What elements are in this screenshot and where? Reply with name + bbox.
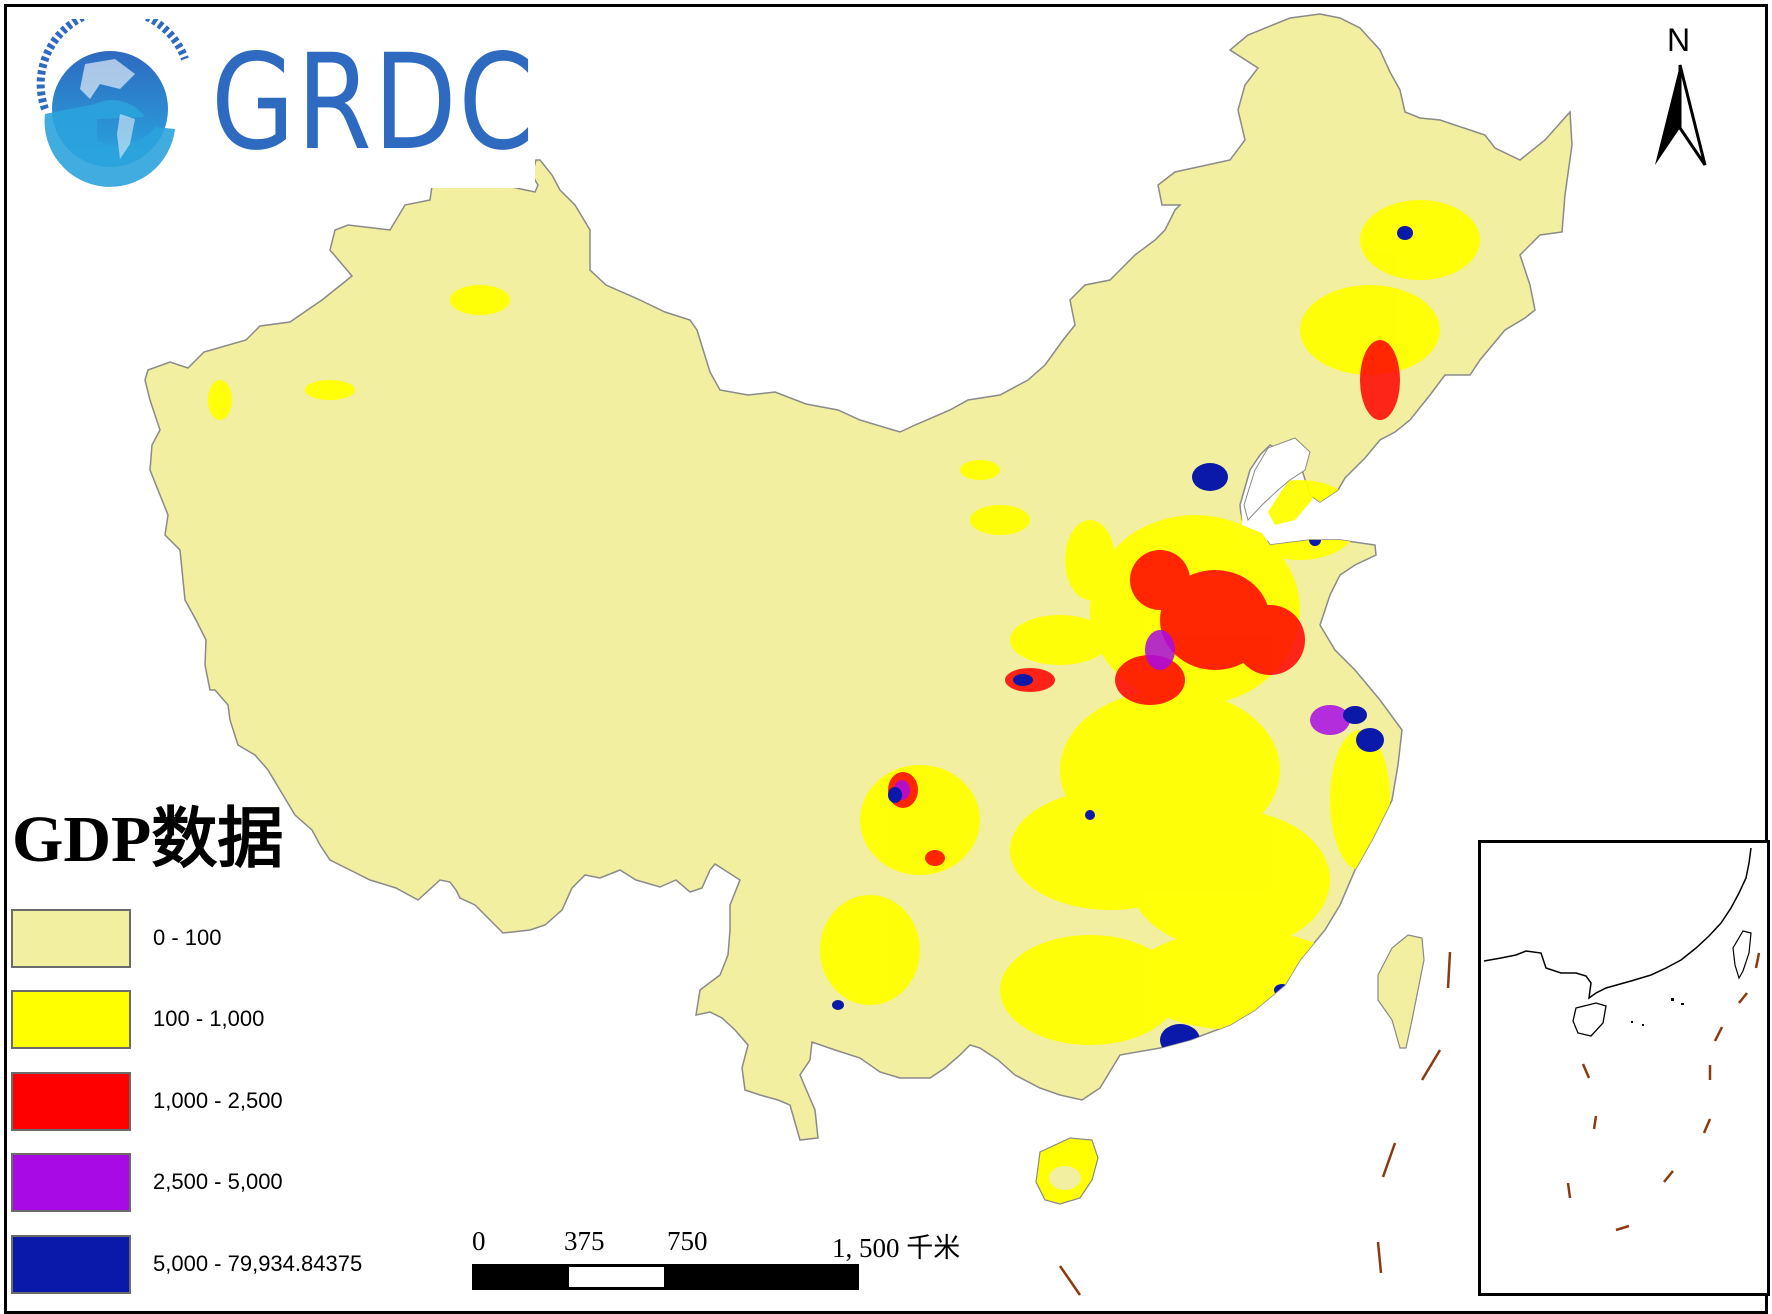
legend-item: 100 - 1,000	[11, 990, 511, 1052]
bohai-sea	[1243, 437, 1311, 522]
legend-swatch	[11, 1072, 131, 1131]
scale-tick: 1, 500 千米	[832, 1233, 961, 1263]
legend-swatch	[11, 1235, 131, 1294]
legend-label: 0 - 100	[153, 925, 222, 950]
legend-label: 2,500 - 5,000	[153, 1169, 283, 1194]
scale-bar-segment	[569, 1267, 664, 1287]
inset-map	[1483, 847, 1761, 1232]
legend-swatch	[11, 909, 131, 968]
legend-item: 0 - 100	[11, 909, 511, 971]
grdc-logo: GRDC	[7, 7, 535, 188]
scale-tick: 375	[564, 1226, 605, 1256]
scale-tick: 0	[472, 1226, 486, 1256]
gdp-raster	[208, 200, 1480, 1056]
legend-item: 5,000 - 79,934.84375	[11, 1235, 511, 1297]
globe-icon	[36, 19, 189, 187]
nine-dash-line	[1058, 951, 1452, 1296]
legend-item: 1,000 - 2,500	[11, 1072, 511, 1134]
legend-label: 5,000 - 79,934.84375	[153, 1251, 363, 1276]
taiwan-island	[1377, 934, 1425, 1049]
scale-tick: 750	[667, 1226, 708, 1256]
scale-bar-graphic	[472, 1264, 859, 1290]
legend-label: 100 - 1,000	[153, 1006, 265, 1031]
legend-swatch	[11, 990, 131, 1049]
scale-bar: 0 375 750 1, 500 千米	[472, 1226, 1032, 1296]
south-china-sea-inset	[1478, 840, 1770, 1296]
legend-swatch	[11, 1153, 131, 1212]
logo-text: GRDC	[211, 26, 536, 180]
legend-title: GDP数据	[12, 803, 284, 876]
legend-label: 1,000 - 2,500	[153, 1088, 283, 1113]
legend-item: 2,500 - 5,000	[11, 1153, 511, 1215]
north-arrow-icon	[1655, 64, 1707, 166]
north-label: N	[1667, 22, 1691, 58]
